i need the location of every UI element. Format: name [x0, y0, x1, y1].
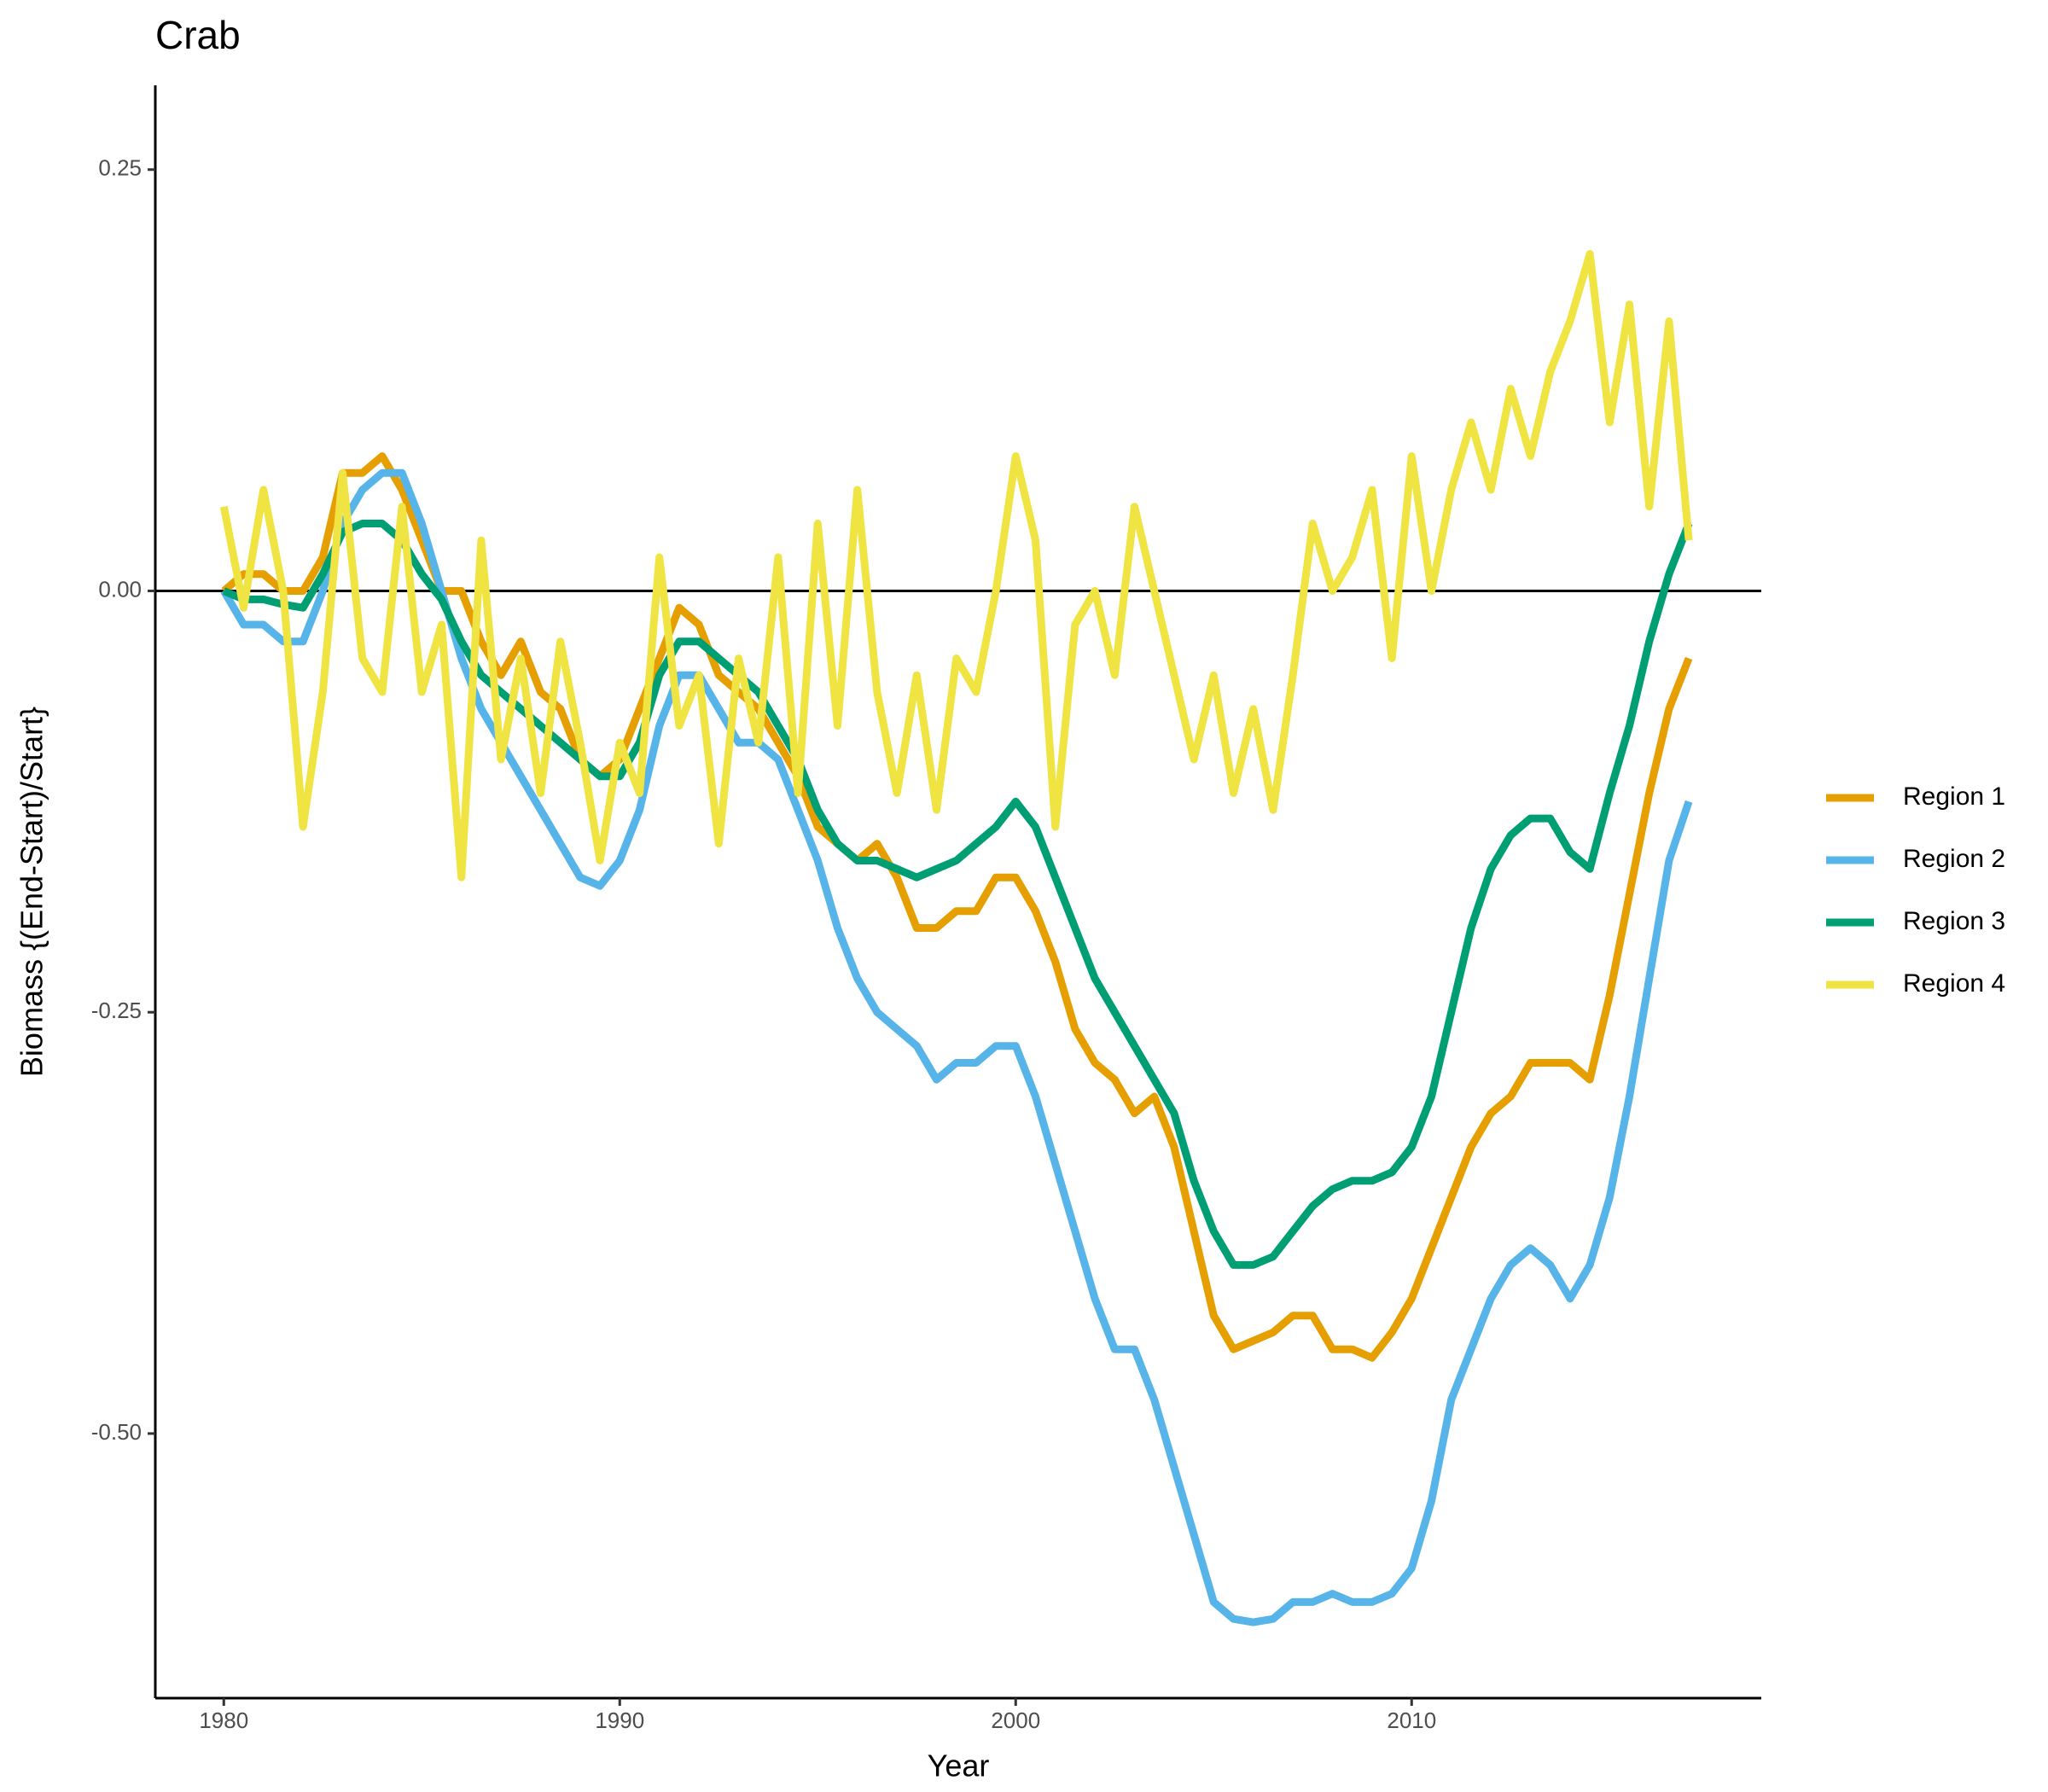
series-line — [219, 250, 1693, 881]
chart-title: Crab — [155, 13, 241, 57]
legend-label: Region 1 — [1903, 783, 2005, 811]
legend-label: Region 3 — [1903, 907, 2005, 935]
x-axis-title: Year — [928, 1748, 990, 1783]
y-tick-label: 0.00 — [98, 576, 142, 602]
legend-label: Region 2 — [1903, 845, 2005, 873]
y-axis-title: Biomass {(End-Start)/Start} — [15, 707, 49, 1077]
y-tick-label: 0.25 — [98, 155, 142, 181]
y-tick-label: -0.25 — [91, 998, 142, 1023]
x-tick-label: 2000 — [991, 1708, 1040, 1733]
legend-label: Region 4 — [1903, 969, 2005, 998]
series-line — [220, 468, 1693, 1626]
y-tick-label: -0.50 — [91, 1419, 142, 1445]
x-tick-label: 1990 — [595, 1708, 644, 1733]
x-tick-label: 1980 — [199, 1708, 248, 1733]
x-tick-label: 2010 — [1387, 1708, 1436, 1733]
series-line — [221, 452, 1693, 1362]
series-line — [222, 520, 1693, 1269]
